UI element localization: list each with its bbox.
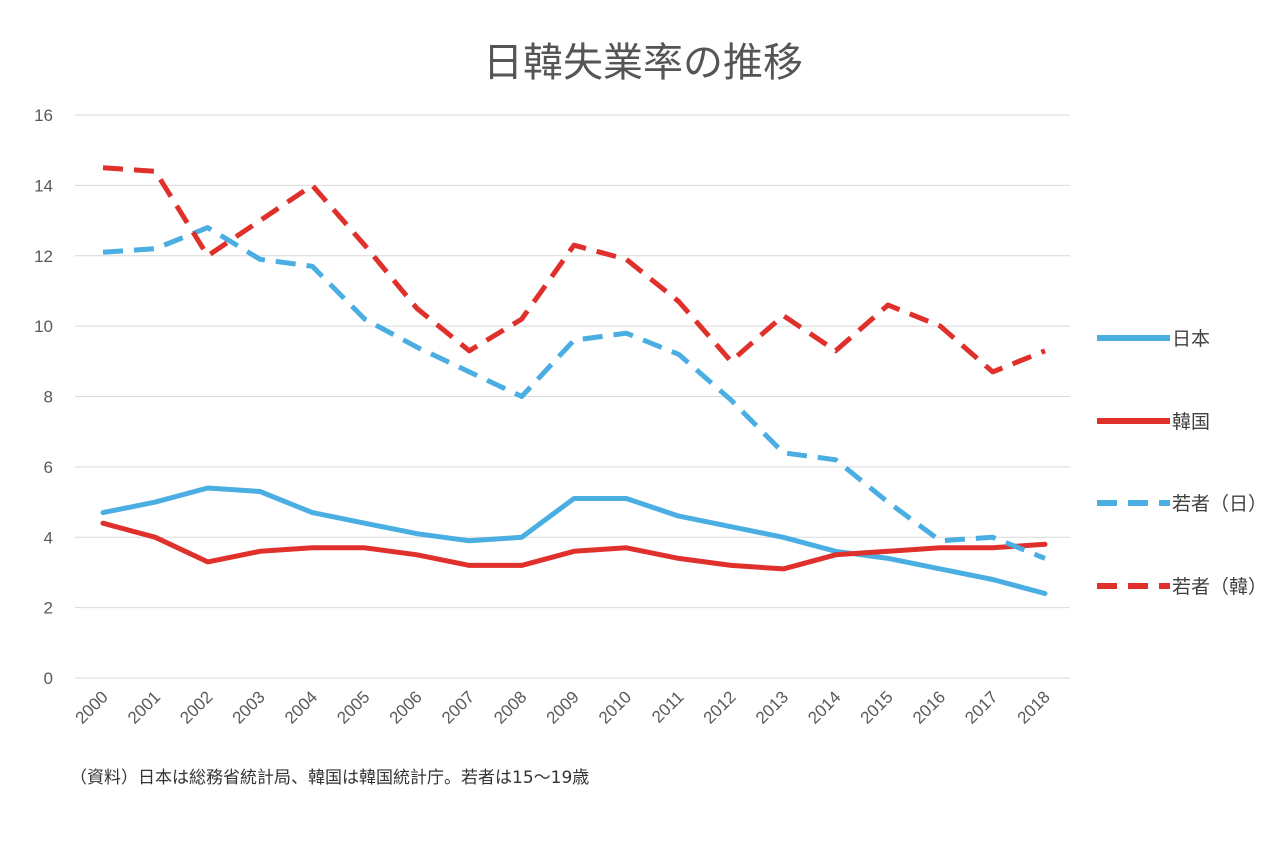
- x-tick-label: 2017: [961, 687, 1001, 727]
- y-tick-label: 12: [34, 247, 53, 266]
- y-tick-label: 4: [44, 528, 53, 547]
- x-tick-label: 2008: [490, 687, 530, 727]
- series-line-3: [102, 225, 1046, 561]
- x-tick-label: 2005: [333, 687, 373, 727]
- x-tick-label: 2013: [752, 687, 792, 727]
- y-axis-ticks: 0 2 4 6 8 10 12 14 16: [34, 106, 53, 688]
- y-tick-label: 16: [34, 106, 53, 125]
- x-tick-label: 2004: [281, 687, 321, 727]
- x-tick-label: 2016: [909, 687, 949, 727]
- x-tick-label: 2011: [648, 687, 687, 726]
- x-tick-label: 2000: [72, 687, 112, 727]
- series-line-1: [100, 485, 1048, 596]
- y-tick-label: 14: [34, 176, 53, 195]
- x-axis-ticks: 2000 2001 2002 2003 2004 2005 2006 2007 2008 2009…: [72, 687, 1054, 727]
- x-tick-label: 2014: [804, 687, 844, 727]
- series-line-4: [102, 165, 1046, 375]
- x-tick-label: 2003: [229, 687, 269, 727]
- y-tick-label: 10: [34, 317, 53, 336]
- x-tick-label: 2012: [700, 687, 740, 727]
- y-tick-label: 6: [44, 458, 53, 477]
- legend-label-4: 若者（韓）: [1172, 576, 1267, 598]
- x-tick-label: 2009: [543, 687, 583, 727]
- chart-title: 日韓失業率の推移: [483, 40, 803, 86]
- x-tick-label: 2007: [438, 687, 478, 727]
- series-line-2: [100, 520, 1048, 572]
- series-lines: [100, 165, 1048, 596]
- x-tick-label: 2010: [595, 687, 635, 727]
- x-tick-label: 2018: [1014, 687, 1054, 727]
- legend-label-1: 日本: [1172, 328, 1210, 350]
- y-tick-label: 0: [44, 669, 53, 688]
- x-tick-label: 2002: [176, 687, 216, 727]
- source-note: （資料）日本は総務省統計局、韓国は韓国統計庁。若者は15～19歳: [70, 768, 589, 788]
- x-tick-label: 2015: [857, 687, 897, 727]
- gridlines: [75, 114, 1070, 679]
- y-tick-label: 8: [44, 388, 53, 407]
- legend-label-3: 若者（日）: [1172, 493, 1267, 515]
- legend-label-2: 韓国: [1172, 411, 1210, 433]
- y-tick-label: 2: [44, 599, 53, 618]
- x-tick-label: 2001: [124, 687, 164, 727]
- x-tick-label: 2006: [386, 687, 426, 727]
